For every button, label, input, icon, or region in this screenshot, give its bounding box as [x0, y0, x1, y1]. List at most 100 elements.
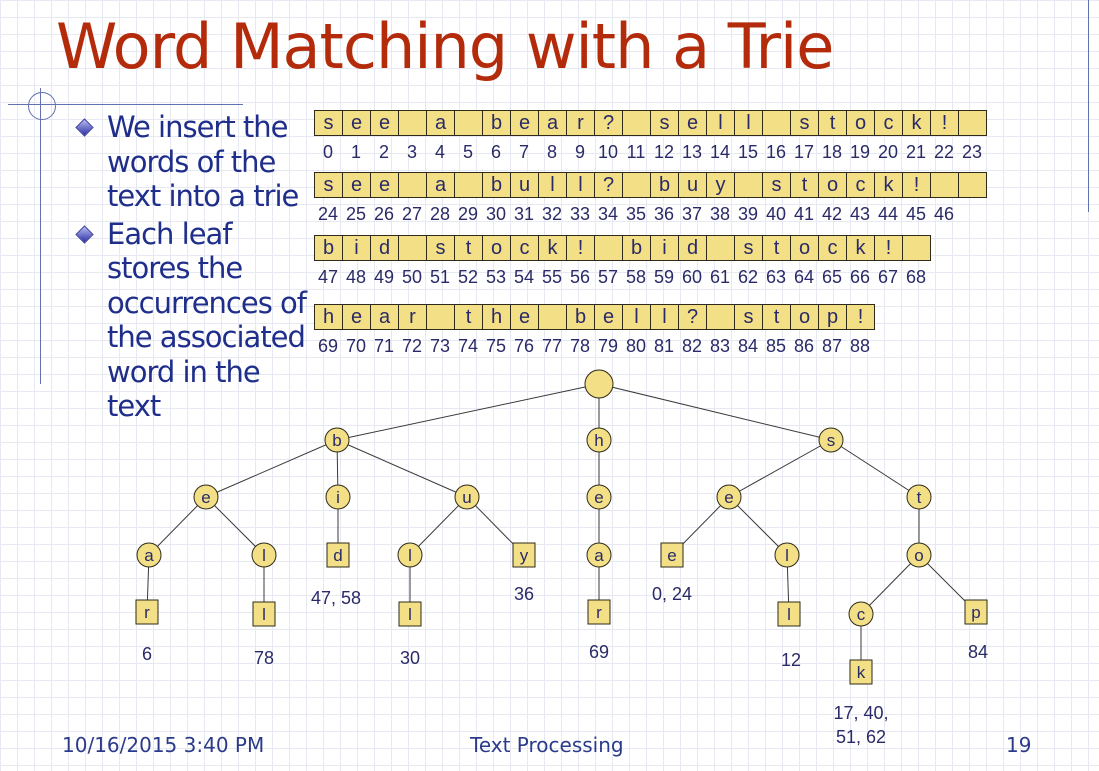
trie-node-label: a [144, 546, 154, 565]
occurrence-label: 36 [514, 584, 534, 604]
char-index: 19 [849, 142, 871, 162]
char-index: 39 [737, 204, 759, 224]
char-index: 62 [737, 267, 759, 287]
trie-leaf-box [660, 542, 684, 568]
char-index: 31 [513, 204, 535, 224]
occurrence-label: 84 [968, 642, 988, 662]
char-index: 35 [625, 204, 647, 224]
trie-leaf-box [398, 601, 422, 627]
bullet-text: We insert the words of the text into a t… [107, 110, 299, 213]
bullet-list: We insert the words of the text into a t… [60, 110, 310, 427]
text-row: h e a r t h e b e l l? s t o p! [314, 304, 875, 330]
char-index: 87 [821, 336, 843, 356]
trie-node-circle [774, 542, 800, 568]
char-index: 73 [429, 336, 451, 356]
char-index: 40 [765, 204, 787, 224]
text-char-cell: s [734, 304, 763, 330]
trie-node-circle [193, 484, 219, 510]
char-index: 23 [961, 142, 983, 162]
trie-edge [860, 554, 920, 615]
char-index: 10 [597, 142, 619, 162]
char-index: 82 [681, 336, 703, 356]
char-index: 45 [905, 204, 927, 224]
occurrence-label: 47, 58 [311, 588, 361, 608]
char-index: 55 [541, 267, 563, 287]
trie-node-circle [324, 427, 350, 453]
text-char-cell: s [314, 110, 343, 136]
char-index: 58 [625, 267, 647, 287]
char-index: 41 [793, 204, 815, 224]
char-index: 85 [765, 336, 787, 356]
text-char-cell: l [538, 172, 567, 198]
trie-node-label: e [594, 488, 603, 507]
char-index: 17 [793, 142, 815, 162]
char-index: 59 [653, 267, 675, 287]
char-index: 29 [457, 204, 479, 224]
decorative-line [8, 104, 243, 105]
text-row: b i d s t o c k! b i d s t o c k! [314, 235, 931, 261]
text-char-cell: ? [594, 172, 623, 198]
trie-edge [728, 439, 832, 498]
trie-node-label: i [336, 488, 340, 507]
trie-node-circle [586, 542, 612, 568]
char-index: 14 [709, 142, 731, 162]
trie-node-label: l [787, 605, 791, 624]
char-index: 57 [597, 267, 619, 287]
text-char-cell: l [734, 110, 763, 136]
trie-node: u [454, 484, 480, 510]
text-char-cell: l [706, 110, 735, 136]
trie-edge [728, 496, 788, 556]
trie-node: d [326, 542, 350, 568]
char-index: 80 [625, 336, 647, 356]
text-char-cell [454, 110, 483, 136]
trie-node-circle [906, 542, 932, 568]
char-index: 53 [485, 267, 507, 287]
trie-node-label: r [144, 603, 150, 622]
trie-node-label: l [262, 546, 266, 565]
char-index: 65 [821, 267, 843, 287]
text-char-cell: b [482, 172, 511, 198]
footer-title: Text Processing [470, 733, 624, 757]
occurrence-label: 69 [589, 642, 609, 662]
trie-edge [205, 496, 265, 556]
char-index: 30 [485, 204, 507, 224]
char-index: 27 [401, 204, 423, 224]
trie-node-circle [906, 484, 932, 510]
trie-node-label: b [332, 431, 341, 450]
index-row: 0 1 2 3 4 5 6 7 8 9 10 11 12 13 14 15 16 17 18 19 20 21 22 23 [314, 142, 986, 163]
char-index: 46 [933, 204, 955, 224]
char-index: 50 [401, 267, 423, 287]
text-char-cell: e [342, 304, 371, 330]
trie-edge [830, 439, 920, 498]
text-char-cell: s [734, 235, 763, 261]
trie-node: r [135, 599, 159, 625]
char-index: 66 [849, 267, 871, 287]
trie-node-label: h [594, 431, 603, 450]
text-char-cell: e [510, 110, 539, 136]
occurrence-label: 12 [781, 650, 801, 670]
trie-node-label: l [408, 546, 412, 565]
char-index: 67 [877, 267, 899, 287]
char-index: 16 [765, 142, 787, 162]
trie-leaf-box [777, 601, 801, 627]
trie-node-circle [848, 601, 874, 627]
char-index: 24 [317, 204, 339, 224]
occurrence-label: 78 [254, 648, 274, 668]
trie-node: e [716, 484, 742, 510]
char-index: 9 [574, 142, 585, 162]
char-index: 84 [737, 336, 759, 356]
trie-leaf-box [135, 599, 159, 625]
trie-node-label: l [262, 605, 266, 624]
text-char-cell [398, 235, 427, 261]
page-number: 19 [1006, 733, 1032, 757]
text-char-cell: t [454, 304, 483, 330]
occurrence-label: 30 [400, 648, 420, 668]
trie-node: e [193, 484, 219, 510]
char-index: 13 [681, 142, 703, 162]
trie-node: k [849, 659, 873, 685]
trie-node-label: l [785, 546, 789, 565]
text-char-cell [706, 304, 735, 330]
text-char-cell: ! [874, 235, 903, 261]
char-index: 61 [709, 267, 731, 287]
char-index: 12 [653, 142, 675, 162]
